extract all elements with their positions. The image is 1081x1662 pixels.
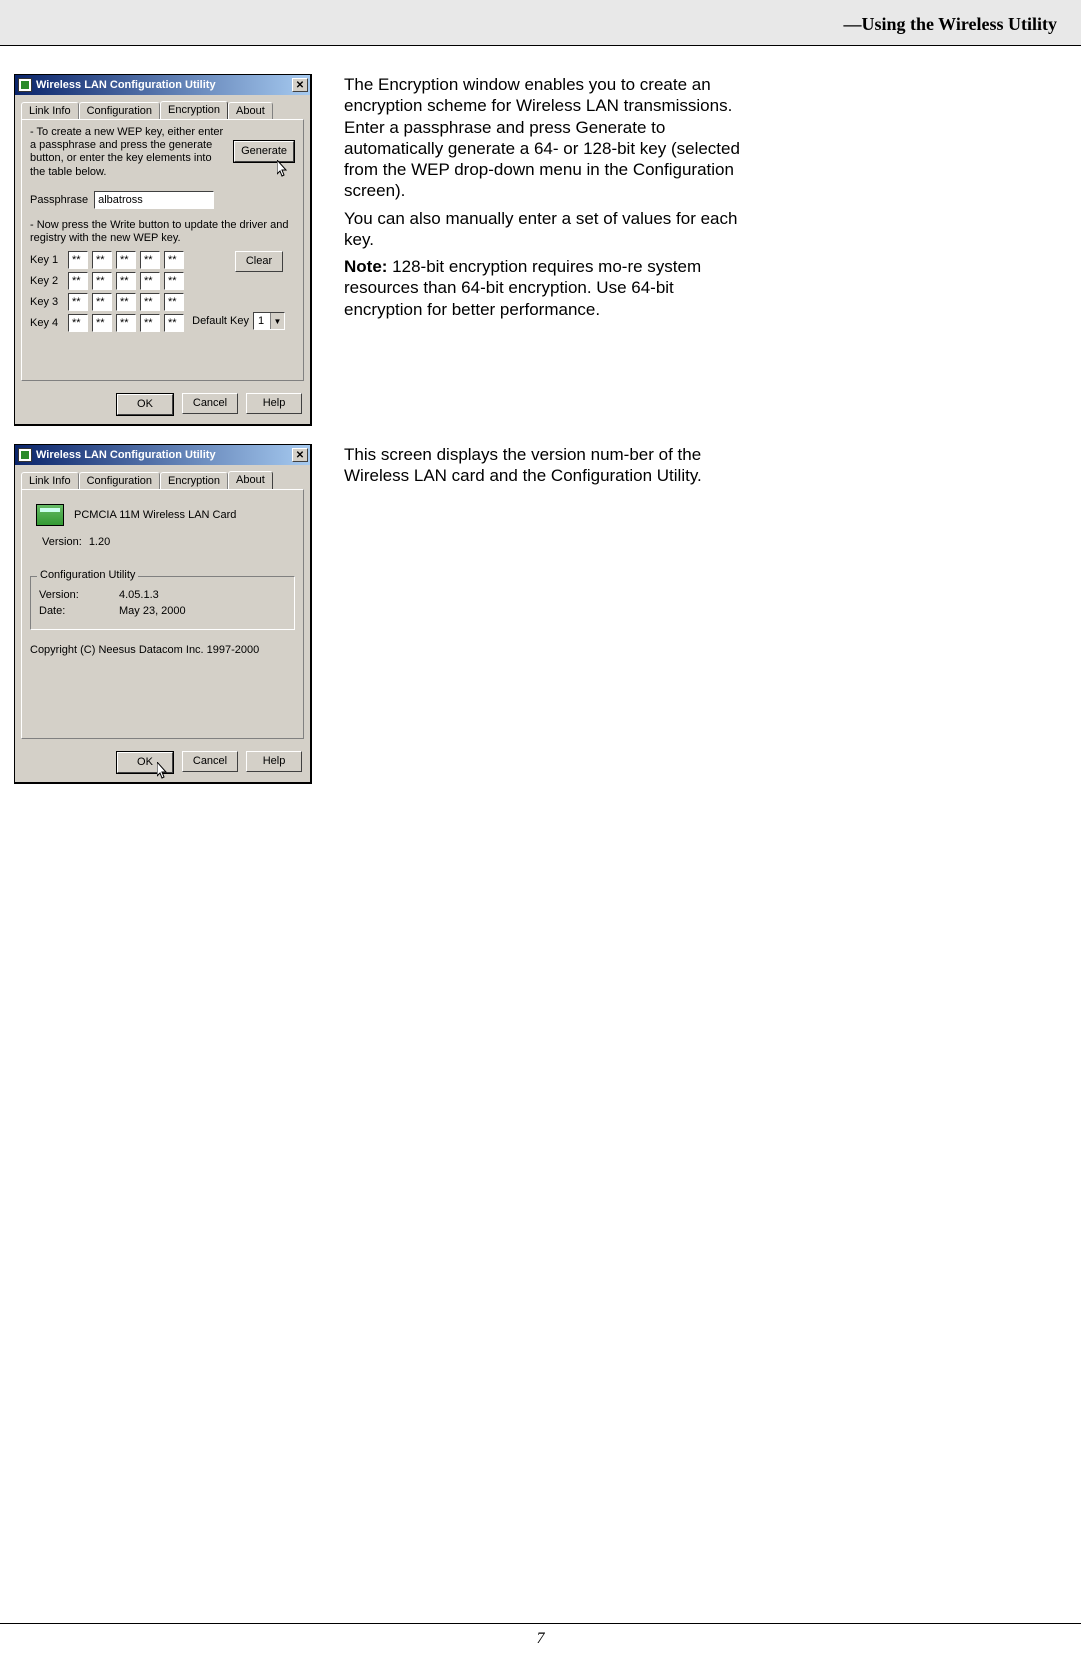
about-window: Wireless LAN Configuration Utility ✕ Lin… [14,444,312,784]
paragraph: This screen displays the version num-ber… [344,444,744,487]
key3-label: Key 3 [30,296,64,308]
key1-label: Key 1 [30,254,64,266]
tab-strip: Link Info Configuration Encryption About [21,471,304,489]
tab-encryption[interactable]: Encryption [160,472,228,490]
config-utility-group: Configuration Utility Version: 4.05.1.3 … [30,576,295,630]
ok-button[interactable]: OK [117,394,173,415]
window-title: Wireless LAN Configuration Utility [36,79,292,91]
util-version-label: Version: [39,589,89,601]
default-key-value: 1 [254,315,270,327]
key1-cell[interactable] [68,251,88,269]
titlebar[interactable]: Wireless LAN Configuration Utility ✕ [15,75,310,95]
group-title: Configuration Utility [37,569,138,581]
key2-cell[interactable] [116,272,136,290]
key3-cell[interactable] [92,293,112,311]
app-icon [18,78,32,92]
tab-encryption[interactable]: Encryption [160,101,228,119]
key2-label: Key 2 [30,275,64,287]
page-footer: 7 [0,1623,1081,1648]
about-panel: PCMCIA 11M Wireless LAN Card Version: 1.… [21,489,304,739]
help-button[interactable]: Help [246,751,302,772]
close-icon[interactable]: ✕ [292,78,308,92]
key4-cell[interactable] [164,314,184,332]
key3-cell[interactable] [68,293,88,311]
key4-cell[interactable] [140,314,160,332]
key4-label: Key 4 [30,317,64,329]
lan-card-icon [36,504,64,526]
note-text: 128-bit encryption requires mo-re system… [344,257,701,319]
help-button[interactable]: Help [246,393,302,414]
key4-cell[interactable] [68,314,88,332]
key1-cell[interactable] [140,251,160,269]
default-key-select[interactable]: 1 ▼ [253,312,285,330]
encryption-window: Wireless LAN Configuration Utility ✕ Lin… [14,74,312,426]
paragraph: You can also manually enter a set of val… [344,208,744,251]
tab-about[interactable]: About [228,471,273,489]
cancel-button[interactable]: Cancel [182,393,238,414]
key1-cell[interactable] [164,251,184,269]
clear-button[interactable]: Clear [235,251,283,272]
tab-configuration[interactable]: Configuration [79,102,160,120]
util-date-value: May 23, 2000 [119,605,186,617]
default-key-label: Default Key [192,315,249,327]
prose-block-2: This screen displays the version num-ber… [344,444,744,493]
card-version-value: 1.20 [89,536,110,548]
card-name: PCMCIA 11M Wireless LAN Card [74,509,236,521]
key3-cell[interactable] [164,293,184,311]
util-date-label: Date: [39,605,89,617]
close-icon[interactable]: ✕ [292,448,308,462]
card-version-label: Version: [42,536,82,548]
tab-link-info[interactable]: Link Info [21,472,79,490]
window-title: Wireless LAN Configuration Utility [36,449,292,461]
ok-button[interactable]: OK [117,752,173,773]
key1-cell[interactable] [92,251,112,269]
passphrase-label: Passphrase [30,194,88,206]
note-label: Note: [344,257,387,276]
tab-configuration[interactable]: Configuration [79,472,160,490]
tab-strip: Link Info Configuration Encryption About [21,101,304,119]
instruction-mid: - Now press the Write button to update t… [30,219,295,245]
page-number: 7 [537,1630,545,1647]
paragraph: The Encryption window enables you to cre… [344,74,744,202]
key2-cell[interactable] [140,272,160,290]
key4-cell[interactable] [92,314,112,332]
app-icon [18,448,32,462]
key2-cell[interactable] [68,272,88,290]
generate-button[interactable]: Generate [234,141,294,162]
util-version-value: 4.05.1.3 [119,589,159,601]
encryption-panel: - To create a new WEP key, either enter … [21,119,304,381]
key3-cell[interactable] [140,293,160,311]
cancel-button[interactable]: Cancel [182,751,238,772]
key3-cell[interactable] [116,293,136,311]
tab-link-info[interactable]: Link Info [21,102,79,120]
header-title: —Using the Wireless Utility [843,14,1057,35]
key1-cell[interactable] [116,251,136,269]
passphrase-input[interactable] [94,191,214,209]
key2-cell[interactable] [164,272,184,290]
key4-cell[interactable] [116,314,136,332]
page-header: —Using the Wireless Utility [0,0,1081,46]
chevron-down-icon[interactable]: ▼ [270,313,284,329]
titlebar[interactable]: Wireless LAN Configuration Utility ✕ [15,445,310,465]
copyright-text: Copyright (C) Neesus Datacom Inc. 1997-2… [30,644,295,656]
note-paragraph: Note: 128-bit encryption requires mo-re … [344,256,744,320]
key2-cell[interactable] [92,272,112,290]
prose-block-1: The Encryption window enables you to cre… [344,74,744,326]
tab-about[interactable]: About [228,102,273,120]
instruction-top: - To create a new WEP key, either enter … [30,126,225,179]
